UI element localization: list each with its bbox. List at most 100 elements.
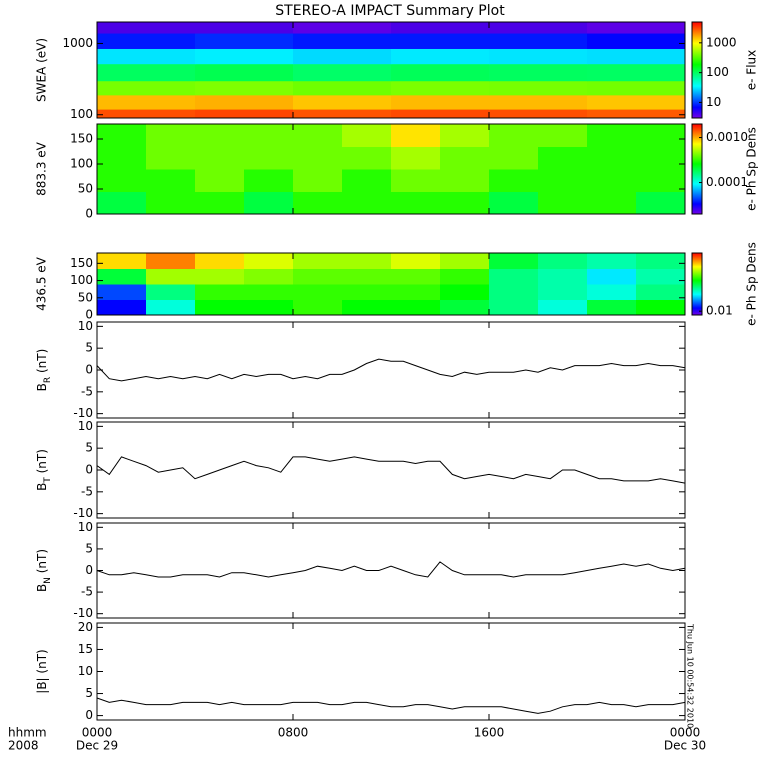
panel-frame (96, 123, 686, 215)
spectrogram-cell (440, 146, 490, 170)
time-format-label: hhmm (8, 726, 47, 740)
spectrogram-cell (538, 299, 588, 316)
spectrogram-cell (391, 94, 490, 110)
date-label: Dec 29 (76, 739, 118, 753)
spectrogram-cell (97, 63, 196, 82)
spectrogram-cell (97, 268, 147, 285)
spectrogram-cell (587, 268, 637, 285)
spectrogram-cell (293, 22, 392, 34)
spectrogram-cell (489, 299, 539, 316)
spectrogram-cell (146, 284, 196, 300)
spectrogram-cell (293, 284, 343, 300)
spectrogram-cell (342, 191, 392, 215)
spectrogram-cell (391, 191, 441, 215)
y-axis-label: 883.3 eV (35, 141, 49, 196)
panel-frame (96, 252, 686, 316)
spectrogram-cell (342, 268, 392, 285)
y-axis-label: 436.5 eV (35, 256, 49, 311)
spectrogram-cell (391, 124, 441, 147)
spectrogram-cell (538, 191, 588, 215)
colorbar (691, 21, 703, 119)
x-tick-label: 0800 (278, 726, 309, 740)
y-tick-label: 5 (85, 341, 93, 355)
spectrogram-cell (342, 284, 392, 300)
spectrogram-cell (244, 299, 294, 316)
spectrogram-cell (342, 253, 392, 269)
spectrogram-cell (195, 94, 294, 110)
colorbar-tick-label: 0.0001 (706, 175, 748, 189)
spectrogram-cell (489, 109, 588, 119)
spectrogram-cell (244, 284, 294, 300)
spectrogram-cell (636, 284, 686, 300)
x-tick-label: 0000 (670, 726, 701, 740)
spectrogram-cell (195, 268, 245, 285)
y-axis-label-unit: (nT) (35, 349, 49, 377)
spectrogram-cell (391, 80, 490, 96)
y-tick-label: 1000 (62, 36, 93, 50)
y-axis-label-base: |B| (35, 677, 49, 693)
y-axis-label: BN (nT) (35, 549, 53, 592)
spectrogram-cell (587, 22, 686, 34)
y-tick-label: 5 (85, 541, 93, 555)
y-tick-label: 10 (78, 319, 93, 333)
y-axis-label-unit: (nT) (35, 449, 49, 477)
spectrogram-cell (489, 63, 588, 82)
spectrogram-cell (293, 80, 392, 96)
spectrogram-cell (195, 33, 294, 49)
spectrogram-cell (195, 284, 245, 300)
spectrogram-cell (587, 169, 637, 192)
spectrogram-cell (293, 33, 392, 49)
spectrogram-cell (97, 94, 196, 110)
spectrogram-cell (636, 191, 686, 215)
spectrogram-cell (293, 253, 343, 269)
spectrogram-cell (293, 268, 343, 285)
spectrogram-cell (538, 253, 588, 269)
spectrogram-cell (195, 109, 294, 119)
y-axis-label-base: B (35, 584, 49, 592)
y-axis-label: BR (nT) (35, 349, 53, 392)
y-tick-label: 100 (70, 107, 93, 121)
spectrogram-cell (146, 191, 196, 215)
spectrogram-cell (195, 146, 245, 170)
spectrogram-cell (489, 22, 588, 34)
spectrogram-cell (538, 146, 588, 170)
spectrogram-cell (391, 268, 441, 285)
spectrogram-cell (489, 191, 539, 215)
spectrogram-cell (538, 268, 588, 285)
y-axis-label-sub: T (43, 477, 53, 484)
x-tick-label: 1600 (474, 726, 505, 740)
spectrogram-cell (489, 284, 539, 300)
spectrogram-cell (636, 169, 686, 192)
spectrogram-cell (489, 253, 539, 269)
spectrogram-cell (538, 124, 588, 147)
spectrogram-cell (97, 299, 147, 316)
spectrogram-cell (440, 299, 490, 316)
spectrogram-cell (587, 48, 686, 65)
y-tick-label: 0 (85, 463, 93, 477)
spectrogram-cell (195, 124, 245, 147)
colorbar-tick-label: 100 (706, 65, 729, 79)
spectrogram-cell (538, 284, 588, 300)
y-tick-label: 50 (78, 182, 93, 196)
panel-frame (96, 622, 686, 721)
spectrogram-cell (636, 146, 686, 170)
spectrogram-cell (391, 169, 441, 192)
spectrogram-cell (587, 33, 686, 49)
spectrogram-cell (146, 124, 196, 147)
colorbar-tick-label: 10 (706, 95, 721, 109)
spectrogram-cell (195, 80, 294, 96)
spectrogram-cell (342, 169, 392, 192)
colorbar-tick-label: 1000 (706, 35, 737, 49)
spectrogram-cell (636, 299, 686, 316)
spectrogram-cell (587, 94, 686, 110)
spectrogram-cell (97, 33, 196, 49)
spectrogram-cell (244, 268, 294, 285)
panel-frame (96, 321, 686, 419)
spectrogram-cell (587, 253, 637, 269)
y-tick-label: 150 (70, 132, 93, 146)
y-tick-label: -10 (73, 606, 93, 620)
spectrogram-cell (97, 284, 147, 300)
spectrogram-cell (391, 109, 490, 119)
y-tick-label: 100 (70, 273, 93, 287)
